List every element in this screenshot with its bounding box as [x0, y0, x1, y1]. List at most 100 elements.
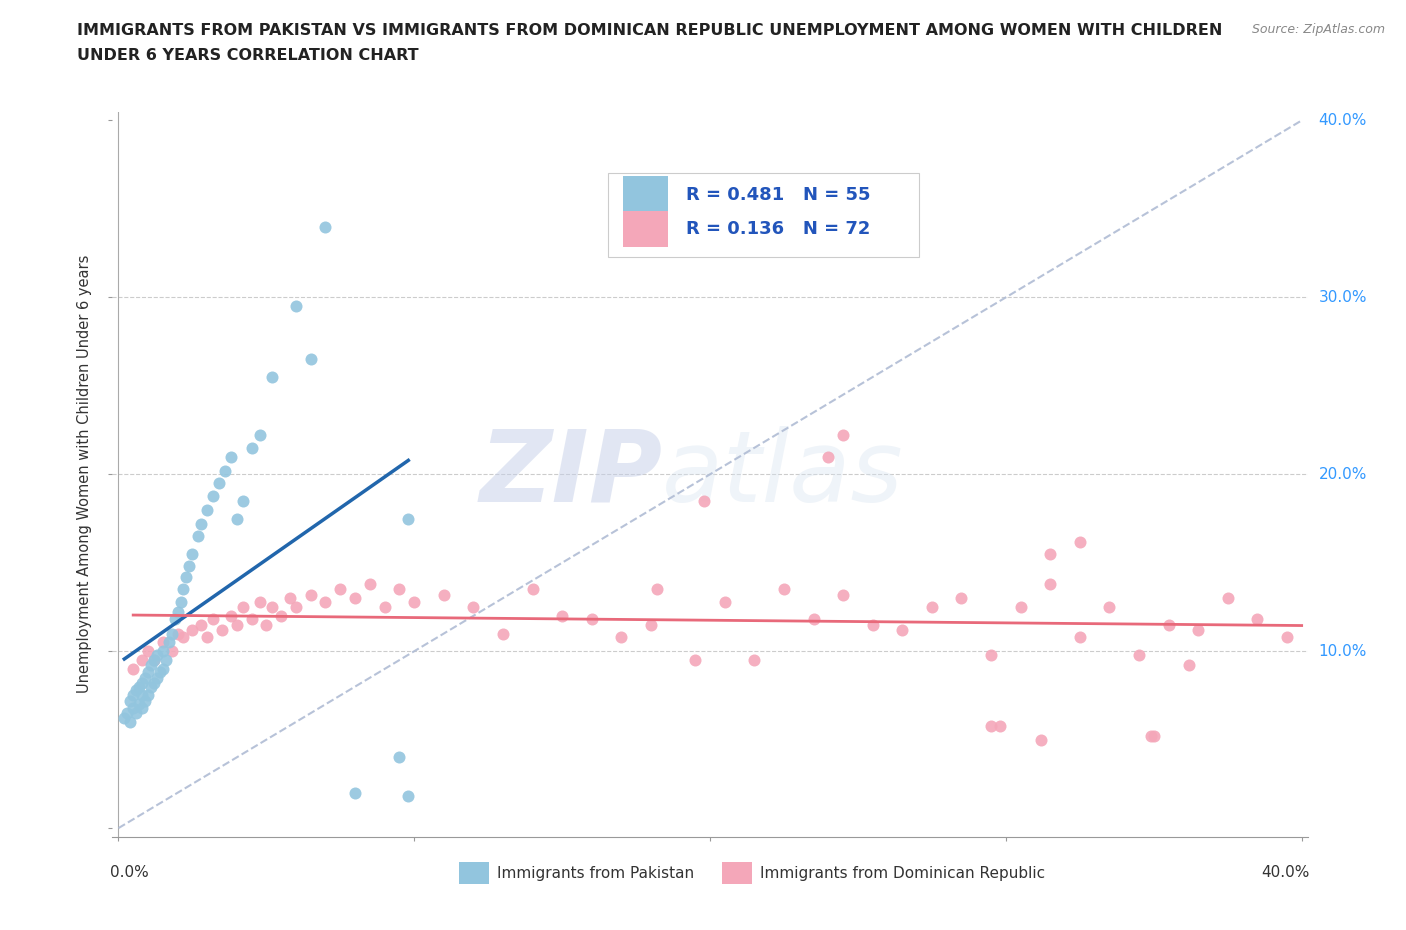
FancyBboxPatch shape — [609, 173, 920, 257]
Point — [169, 594, 191, 609]
Point — [1010, 600, 1032, 615]
Point — [388, 582, 411, 597]
Point — [176, 569, 198, 584]
Point — [249, 594, 271, 609]
Text: Source: ZipAtlas.com: Source: ZipAtlas.com — [1251, 23, 1385, 36]
Point — [211, 622, 233, 637]
Point — [128, 679, 150, 694]
Point — [225, 618, 247, 632]
Point — [773, 582, 796, 597]
Text: IMMIGRANTS FROM PAKISTAN VS IMMIGRANTS FROM DOMINICAN REPUBLIC UNEMPLOYMENT AMON: IMMIGRANTS FROM PAKISTAN VS IMMIGRANTS F… — [77, 23, 1223, 38]
Point — [921, 600, 943, 615]
Point — [202, 488, 225, 503]
Point — [1069, 534, 1091, 549]
Point — [270, 608, 292, 623]
Point — [262, 369, 284, 384]
FancyBboxPatch shape — [723, 862, 752, 884]
Point — [139, 658, 162, 672]
Point — [142, 653, 165, 668]
Point — [136, 644, 159, 658]
Point — [232, 494, 254, 509]
Point — [160, 644, 183, 658]
Point — [219, 449, 242, 464]
Point — [155, 653, 177, 668]
Point — [122, 661, 145, 676]
Point — [262, 600, 284, 615]
Text: 10.0%: 10.0% — [1319, 644, 1367, 658]
Text: UNDER 6 YEARS CORRELATION CHART: UNDER 6 YEARS CORRELATION CHART — [77, 48, 419, 63]
Point — [160, 626, 183, 641]
Point — [131, 675, 153, 690]
Point — [314, 594, 336, 609]
Point — [131, 653, 153, 668]
Point — [146, 647, 169, 662]
Point — [190, 618, 212, 632]
Point — [120, 714, 142, 729]
Point — [581, 612, 603, 627]
Text: R = 0.481   N = 55: R = 0.481 N = 55 — [686, 186, 870, 204]
Point — [359, 577, 381, 591]
Point — [112, 711, 135, 726]
Point — [136, 688, 159, 703]
Text: 40.0%: 40.0% — [1319, 113, 1367, 128]
Point — [1039, 577, 1062, 591]
Point — [195, 630, 218, 644]
Point — [980, 647, 1002, 662]
Point — [149, 665, 172, 680]
Text: R = 0.136   N = 72: R = 0.136 N = 72 — [686, 220, 870, 238]
Y-axis label: Unemployment Among Women with Children Under 6 years: Unemployment Among Women with Children U… — [77, 255, 93, 694]
Point — [187, 529, 209, 544]
Point — [125, 683, 148, 698]
Text: atlas: atlas — [662, 426, 904, 523]
Point — [683, 653, 706, 668]
Point — [172, 630, 194, 644]
Point — [714, 594, 737, 609]
Point — [136, 665, 159, 680]
Point — [388, 750, 411, 764]
Point — [1187, 622, 1209, 637]
Point — [329, 582, 352, 597]
Point — [214, 463, 236, 478]
Text: 30.0%: 30.0% — [1319, 290, 1367, 305]
Point — [208, 476, 231, 491]
Point — [131, 688, 153, 703]
Point — [374, 600, 396, 615]
Point — [120, 694, 142, 709]
Point — [139, 679, 162, 694]
FancyBboxPatch shape — [623, 176, 668, 212]
Point — [344, 591, 367, 605]
Point — [122, 700, 145, 715]
Text: Immigrants from Dominican Republic: Immigrants from Dominican Republic — [761, 866, 1045, 881]
Point — [1069, 630, 1091, 644]
Point — [862, 618, 884, 632]
Point — [522, 582, 544, 597]
Point — [152, 635, 174, 650]
Point — [179, 559, 201, 574]
Point — [1039, 547, 1062, 562]
Point — [1275, 630, 1298, 644]
FancyBboxPatch shape — [623, 211, 668, 246]
Point — [146, 671, 169, 685]
Point — [134, 694, 156, 709]
Text: 0.0%: 0.0% — [110, 865, 149, 880]
Point — [163, 612, 186, 627]
Point — [278, 591, 301, 605]
Point — [254, 618, 277, 632]
Point — [404, 594, 426, 609]
Point — [299, 587, 322, 602]
Point — [314, 219, 336, 234]
Point — [1157, 618, 1180, 632]
Point — [152, 644, 174, 658]
Point — [1178, 658, 1201, 672]
Point — [344, 785, 367, 800]
Point — [142, 653, 165, 668]
Point — [172, 582, 194, 597]
Point — [396, 789, 419, 804]
Point — [610, 630, 633, 644]
Point — [433, 587, 456, 602]
Point — [122, 688, 145, 703]
Point — [1139, 729, 1161, 744]
Point — [128, 697, 150, 711]
Point — [131, 700, 153, 715]
Point — [249, 428, 271, 443]
